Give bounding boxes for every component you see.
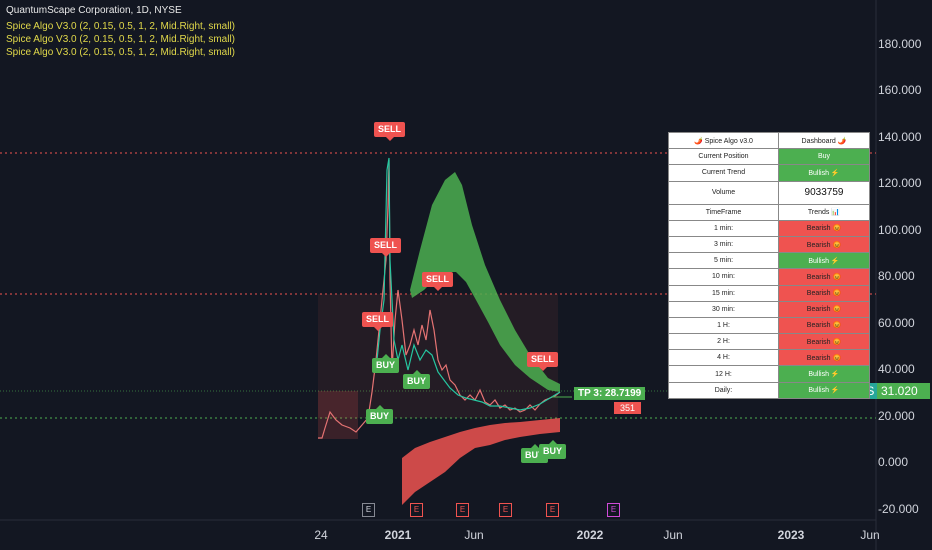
dashboard-row-value: Bearish 😡 [778, 316, 870, 335]
indicator-legend-3[interactable]: Spice Algo V3.0 (2, 0.15, 0.5, 1, 2, Mid… [6, 47, 236, 58]
buy-signal: BUY [539, 440, 567, 459]
y-tick-neg20: -20.000 [878, 502, 919, 516]
dashboard-row-label: Current Position [668, 148, 779, 166]
dashboard-title: 🌶️ Spice Algo v3.0 [668, 131, 779, 150]
indicator-legend-1[interactable]: Spice Algo V3.0 (2, 0.15, 0.5, 1, 2, Mid… [6, 21, 236, 32]
dashboard-row-value: Bearish 😡 [778, 235, 870, 254]
y-tick-20: 20.000 [878, 409, 915, 423]
dashboard-row-value: Bullish ⚡ [778, 164, 870, 182]
earnings-event-icon[interactable]: E [546, 503, 559, 517]
y-tick-80: 80.000 [878, 269, 915, 283]
dashboard-row: Volume 9033759 [668, 180, 870, 205]
x-tick-jun: Jun [464, 528, 484, 542]
dashboard-row: 5 min: Bullish ⚡ [668, 252, 870, 270]
earnings-event-icon[interactable]: E [410, 503, 423, 517]
dashboard-row: 10 min: Bearish 😡 [668, 268, 870, 286]
y-tick-160: 160.000 [878, 83, 922, 97]
dashboard-row: 30 min: Bearish 😡 [668, 300, 870, 318]
earnings-event-icon[interactable]: E [362, 503, 375, 517]
y-tick-60: 60.000 [878, 316, 915, 330]
dashboard-row-label: 10 min: [668, 268, 779, 286]
dashboard-row: Current Position Buy [668, 148, 870, 166]
dashboard-title-right: Dashboard 🌶️ [778, 131, 870, 150]
x-tick-2023: 2023 [777, 528, 805, 542]
dashboard-row-label: 2 H: [668, 333, 779, 351]
spice-algo-dashboard: 🌶️ Spice Algo v3.0 Dashboard 🌶️ Current … [668, 131, 870, 399]
dashboard-row: 15 min: Bearish 😡 [668, 284, 870, 302]
dashboard-row: 12 H: Bullish ⚡ [668, 365, 870, 383]
dashboard-row-value: Trends 📊 [778, 203, 870, 221]
dashboard-row-value: 9033759 [778, 180, 870, 205]
dashboard-row-label: Volume [668, 180, 779, 205]
dashboard-row-value: Bullish ⚡ [778, 365, 870, 383]
y-tick-0: 0.000 [878, 455, 909, 469]
y-tick-100: 100.000 [878, 223, 922, 237]
indicator-legend-2[interactable]: Spice Algo V3.0 (2, 0.15, 0.5, 1, 2, Mid… [6, 34, 236, 45]
sell-signal: SELL [527, 352, 559, 371]
dashboard-row-value: Buy [778, 148, 870, 166]
sell-signal: SELL [362, 312, 394, 331]
dashboard-row-value: Bearish 😡 [778, 300, 870, 318]
upper-cloud-band [410, 172, 560, 392]
stop-level-label: 351 [614, 402, 642, 414]
dashboard-row-label: 1 H: [668, 316, 779, 335]
x-tick-24: 24 [314, 528, 328, 542]
dashboard-row: 3 min: Bearish 😡 [668, 235, 870, 254]
dashboard-row-label: 5 min: [668, 252, 779, 270]
dashboard-header-row: 🌶️ Spice Algo v3.0 Dashboard 🌶️ [668, 131, 870, 150]
x-tick-2021: 2021 [384, 528, 412, 542]
x-tick-2022: 2022 [576, 528, 604, 542]
dashboard-row-label: 1 min: [668, 219, 779, 237]
x-tick-jun: Jun [860, 528, 880, 542]
dashboard-row: 1 min: Bearish 😡 [668, 219, 870, 237]
sell-signal: SELL [374, 122, 406, 141]
symbol-title[interactable]: QuantumScape Corporation, 1D, NYSE [6, 5, 182, 16]
dashboard-row-label: 3 min: [668, 235, 779, 254]
y-tick-40: 40.000 [878, 362, 915, 376]
dashboard-row: 4 H: Bearish 😡 [668, 349, 870, 367]
dashboard-row-label: TimeFrame [668, 203, 779, 221]
dashboard-row: 1 H: Bearish 😡 [668, 316, 870, 335]
dashboard-row: Daily: Bullish ⚡ [668, 381, 870, 399]
dashboard-row-label: 12 H: [668, 365, 779, 383]
dashboard-row-value: Bearish 😡 [778, 268, 870, 286]
dashboard-row-value: Bearish 😡 [778, 349, 870, 367]
buy-signal: BUY [372, 354, 400, 373]
dashboard-row: Current Trend Bullish ⚡ [668, 164, 870, 182]
dashboard-row-label: 15 min: [668, 284, 779, 302]
earnings-event-icon[interactable]: E [456, 503, 469, 517]
earnings-event-icon[interactable]: E [499, 503, 512, 517]
earnings-event-icon[interactable]: E [607, 503, 620, 517]
sell-signal: SELL [422, 272, 454, 291]
dashboard-row: TimeFrame Trends 📊 [668, 203, 870, 221]
buy-signal: BUY [403, 370, 431, 389]
x-tick-jun: Jun [663, 528, 683, 542]
y-tick-120: 120.000 [878, 176, 922, 190]
dashboard-row-label: 30 min: [668, 300, 779, 318]
lower-cloud-band [402, 418, 560, 505]
last-price-label: 31.020 [877, 383, 930, 399]
trend-line [375, 157, 561, 411]
dashboard-row-label: 4 H: [668, 349, 779, 367]
buy-signal: BUY [366, 405, 394, 424]
sell-signal: SELL [370, 238, 402, 257]
dashboard-row-label: Daily: [668, 381, 779, 399]
take-profit-label: TP 3: 28.7199 [574, 387, 646, 400]
dashboard-row-value: Bearish 😡 [778, 333, 870, 351]
dashboard-row-value: Bullish ⚡ [778, 381, 870, 399]
dashboard-row-value: Bearish 😡 [778, 284, 870, 302]
y-tick-140: 140.000 [878, 130, 922, 144]
dashboard-row-value: Bearish 😡 [778, 219, 870, 237]
dashboard-row: 2 H: Bearish 😡 [668, 333, 870, 351]
y-tick-180: 180.000 [878, 37, 922, 51]
dashboard-row-label: Current Trend [668, 164, 779, 182]
dashboard-row-value: Bullish ⚡ [778, 252, 870, 270]
